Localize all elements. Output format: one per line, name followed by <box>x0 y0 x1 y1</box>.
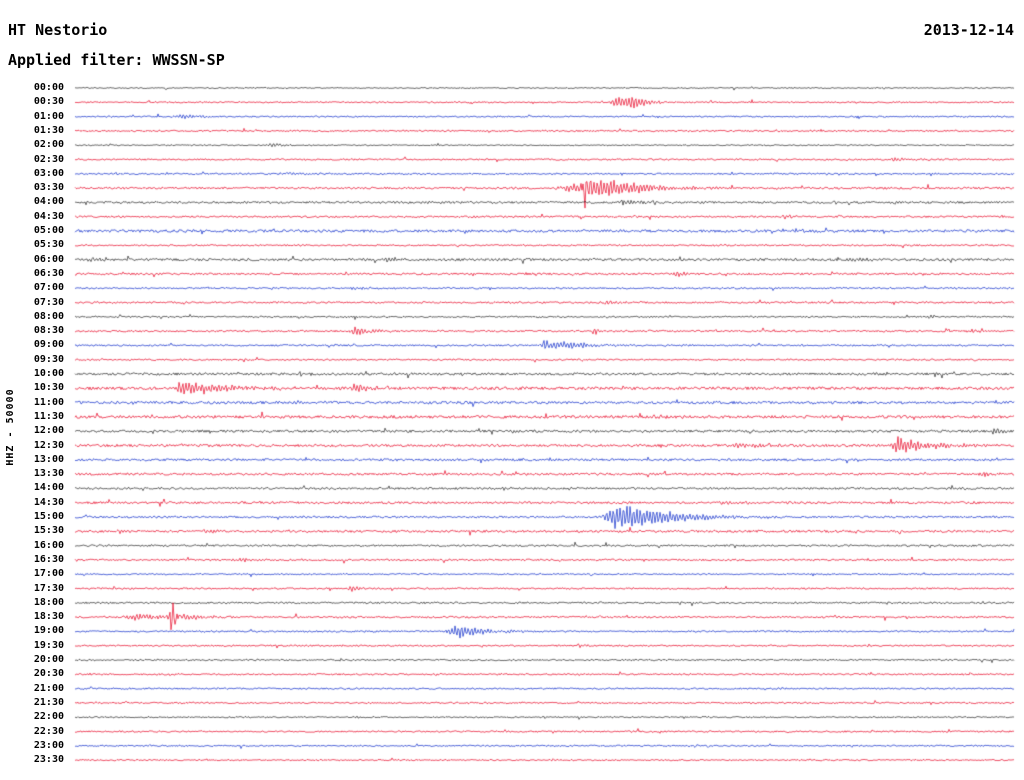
time-label: 05:00 <box>33 225 64 236</box>
time-label: 03:30 <box>33 182 64 194</box>
time-label: 20:00 <box>33 654 64 665</box>
record-date: 2013-12-14 <box>923 21 1014 39</box>
time-label: 17:30 <box>33 582 64 594</box>
time-label: 02:00 <box>33 139 64 151</box>
time-label: 17:00 <box>33 568 64 580</box>
time-label: 16:30 <box>33 553 64 565</box>
time-label: 07:00 <box>33 282 64 294</box>
station-name: HT Nestorio <box>8 21 108 39</box>
time-label: 00:00 <box>33 82 64 93</box>
time-label: 05:30 <box>33 239 64 251</box>
time-label: 21:00 <box>33 682 64 694</box>
time-label: 03:00 <box>33 167 64 179</box>
time-label: 08:30 <box>33 325 64 337</box>
time-label: 13:30 <box>33 468 64 480</box>
time-label: 12:00 <box>33 425 64 437</box>
time-label: 09:00 <box>33 339 64 351</box>
time-label: 04:00 <box>33 196 64 208</box>
time-label: 18:00 <box>33 596 64 608</box>
time-label: 06:30 <box>33 267 64 279</box>
time-label: 01:00 <box>33 110 64 122</box>
filter-label: Applied filter: WWSSN-SP <box>8 51 225 69</box>
time-label: 15:30 <box>33 525 64 537</box>
time-label: 21:30 <box>33 696 64 708</box>
time-label: 08:00 <box>33 310 64 322</box>
time-label: 09:30 <box>33 353 64 365</box>
time-label: 19:00 <box>33 625 64 637</box>
time-label: 10:30 <box>33 382 64 394</box>
time-label: 16:00 <box>33 539 64 551</box>
time-label: 22:30 <box>33 725 64 737</box>
time-label: 06:00 <box>33 253 64 265</box>
time-label: 11:00 <box>33 396 64 408</box>
time-label: 13:00 <box>33 453 64 465</box>
time-axis: 00:00 00:30 01:00 01:30 02:00 02:30 03:00 03:30… <box>0 0 64 780</box>
time-label: 12:30 <box>33 439 64 451</box>
time-label: 20:30 <box>33 668 64 680</box>
time-label: 14:00 <box>33 482 64 494</box>
time-label: 14:30 <box>33 496 64 508</box>
time-label: 23:00 <box>33 739 64 751</box>
time-label: 10:00 <box>33 368 64 379</box>
time-label: 18:30 <box>33 611 64 623</box>
time-label: 23:30 <box>33 754 64 766</box>
time-label: 22:00 <box>33 711 64 723</box>
time-label: 07:30 <box>33 296 64 308</box>
time-label: 00:30 <box>33 96 64 108</box>
time-label: 11:30 <box>33 410 64 422</box>
time-label: 02:30 <box>33 153 64 165</box>
time-label: 19:30 <box>33 639 64 651</box>
time-label: 15:00 <box>33 511 64 522</box>
time-label: 01:30 <box>33 124 64 136</box>
time-label: 04:30 <box>33 210 64 222</box>
